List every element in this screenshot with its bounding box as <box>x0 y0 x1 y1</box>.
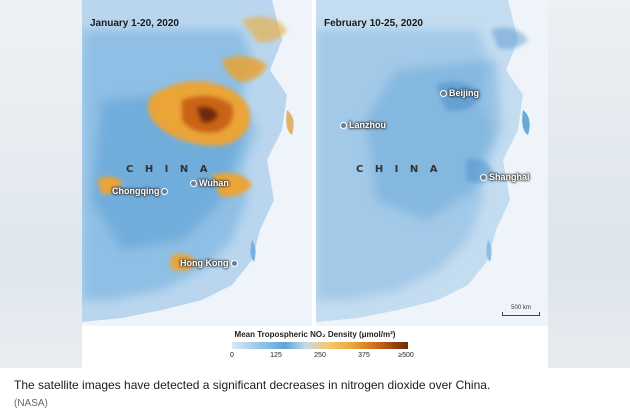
scale-line <box>502 312 540 316</box>
city-marker-icon <box>480 173 487 181</box>
city-label: Lanzhou <box>349 120 386 130</box>
city-label: Shanghai <box>489 172 530 182</box>
country-label-china: C H I N A <box>356 164 442 175</box>
city-hong-kong: Hong Kong <box>180 258 238 268</box>
city-label: Wuhan <box>199 178 229 188</box>
legend-tick: 250 <box>314 352 326 359</box>
city-marker-icon <box>340 121 347 129</box>
city-beijing: Beijing <box>440 88 479 98</box>
scale-bar: 500 km <box>502 305 540 316</box>
legend-tick: 0 <box>230 352 234 359</box>
map-january: January 1-20, 2020 C H I N A Chongqing W… <box>82 0 312 326</box>
legend-tick: 125 <box>270 352 282 359</box>
blurred-side-left <box>0 0 82 368</box>
blurred-side-right <box>548 0 630 368</box>
map-january-title: January 1-20, 2020 <box>90 18 179 29</box>
map-february-graphic <box>316 0 548 326</box>
city-shanghai: Shanghai <box>480 172 530 182</box>
country-label-china: C H I N A <box>126 164 212 175</box>
legend-tick: 375 <box>358 352 370 359</box>
city-marker-icon <box>190 179 197 187</box>
city-label: Chongqing <box>112 186 160 196</box>
legend-tick: ≥500 <box>398 352 414 359</box>
legend-color-ramp <box>232 342 408 349</box>
city-chongqing: Chongqing <box>112 186 169 196</box>
map-february: February 10-25, 2020 C H I N A Lanzhou B… <box>316 0 548 326</box>
city-marker-icon <box>230 259 238 267</box>
map-february-title: February 10-25, 2020 <box>324 18 423 29</box>
legend-title: Mean Tropospheric NO₂ Density (μmol/m²) <box>234 330 396 339</box>
figure-caption: The satellite images have detected a sig… <box>14 378 491 392</box>
city-marker-icon <box>440 89 447 97</box>
figure-credit: (NASA) <box>14 398 48 409</box>
scale-label: 500 km <box>511 305 531 311</box>
map-legend: Mean Tropospheric NO₂ Density (μmol/m²) … <box>82 326 548 368</box>
city-wuhan: Wuhan <box>190 178 229 188</box>
city-marker-icon <box>161 187 169 195</box>
city-label: Hong Kong <box>180 258 229 268</box>
map-divider <box>312 0 316 326</box>
city-label: Beijing <box>449 88 480 98</box>
city-lanzhou: Lanzhou <box>340 120 386 130</box>
map-january-graphic <box>82 0 312 326</box>
